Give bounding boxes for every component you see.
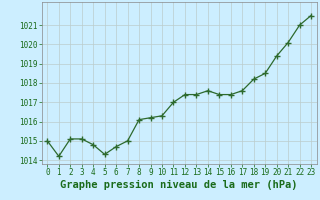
X-axis label: Graphe pression niveau de la mer (hPa): Graphe pression niveau de la mer (hPa) bbox=[60, 180, 298, 190]
